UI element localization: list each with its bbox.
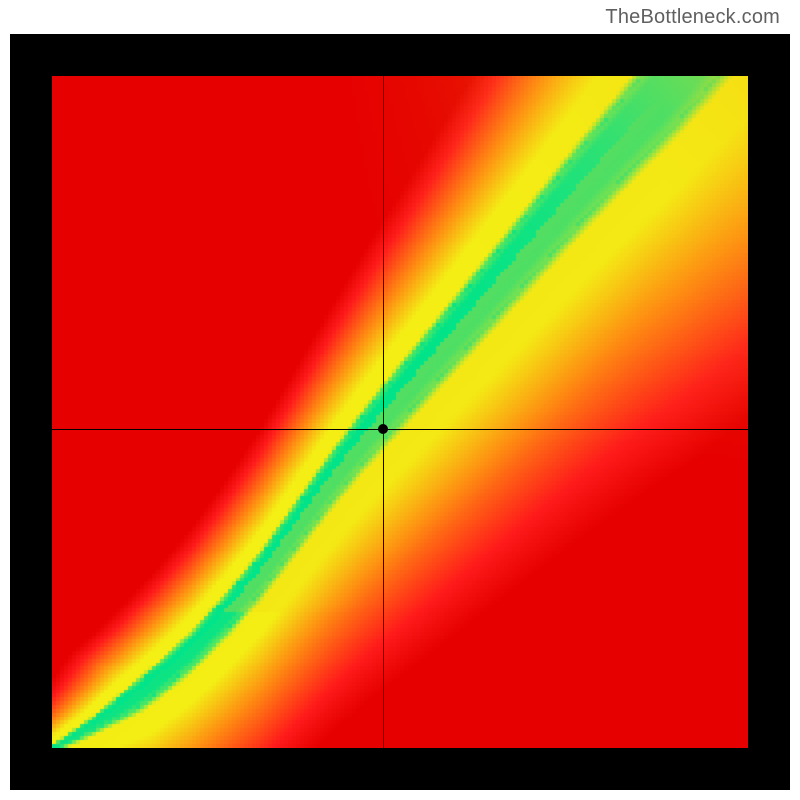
attribution-text: TheBottleneck.com <box>605 6 780 29</box>
chart-frame <box>10 34 790 790</box>
chart-wrapper: TheBottleneck.com <box>0 0 800 800</box>
heatmap-canvas <box>52 76 748 748</box>
plot-area <box>52 76 748 748</box>
